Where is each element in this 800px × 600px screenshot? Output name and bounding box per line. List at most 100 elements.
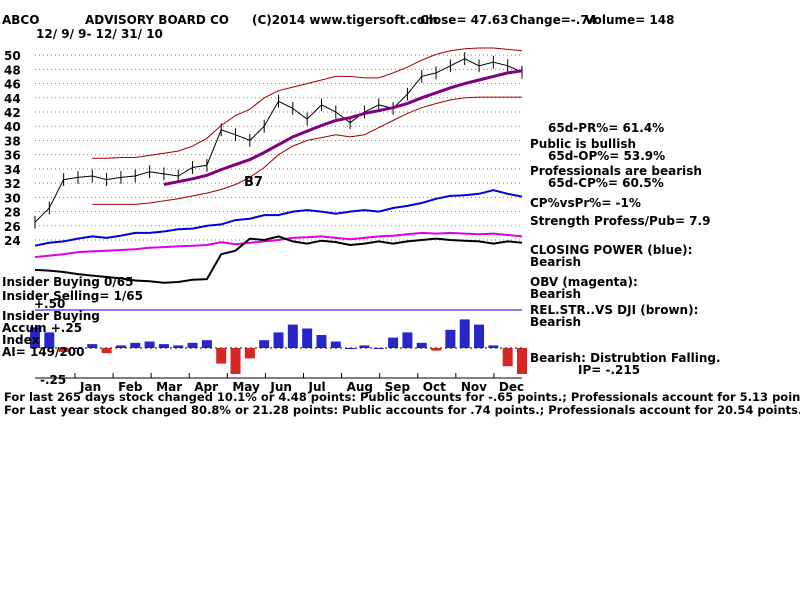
footer-line-1: For last 265 days stock changed 10.1% or… bbox=[4, 390, 800, 404]
accum-bar-positive bbox=[459, 319, 470, 348]
y-tick-label: 30 bbox=[4, 191, 21, 205]
y-tick-label: 42 bbox=[4, 106, 21, 120]
y-tick-label: 28 bbox=[4, 206, 21, 220]
accum-bar-negative bbox=[244, 348, 255, 359]
accum-bar-positive bbox=[158, 344, 169, 348]
accum-bar-positive bbox=[259, 340, 270, 348]
index-label: Index bbox=[2, 333, 40, 347]
obv-state: Bearish bbox=[530, 287, 582, 301]
price-bars bbox=[34, 52, 523, 229]
insider-buying-2: Insider Buying bbox=[2, 309, 100, 323]
volume-value: Volume= 148 bbox=[585, 13, 675, 27]
b7-signal-label: B7 bbox=[244, 175, 263, 190]
month-label: Feb bbox=[118, 380, 143, 394]
obv-label: OBV (magenta): bbox=[530, 275, 638, 289]
y-tick-label: 38 bbox=[4, 134, 21, 148]
accum-bar-positive bbox=[44, 332, 55, 348]
accum-bar-positive bbox=[445, 329, 456, 348]
strength-label: Strength Profess/Pub= 7.9 bbox=[530, 214, 711, 228]
accum-bar-positive bbox=[330, 341, 341, 348]
minus25-label: -.25 bbox=[40, 373, 67, 387]
accum-bar-negative bbox=[58, 348, 69, 352]
date-range: 12/ 9/ 9- 12/ 31/ 10 bbox=[36, 27, 163, 41]
accum-bar-negative bbox=[517, 348, 527, 374]
y-tick-label: 32 bbox=[4, 177, 21, 191]
y-tick-label: 50 bbox=[4, 49, 21, 63]
relstr-line bbox=[34, 235, 523, 284]
lower-band bbox=[92, 96, 522, 205]
month-label: Jul bbox=[308, 380, 326, 394]
accum-bar-negative bbox=[502, 348, 513, 367]
accum-bar-positive bbox=[30, 327, 40, 348]
price-bands bbox=[92, 47, 523, 205]
y-tick-label: 44 bbox=[4, 92, 21, 106]
accum-label: Accum +.25 bbox=[2, 321, 83, 335]
footer-line-2: For Last year stock changed 80.8% or 21.… bbox=[4, 403, 800, 417]
op-label: 65d-OP%= 53.9% bbox=[548, 149, 666, 163]
accumulation-histogram bbox=[30, 319, 527, 374]
obv-line bbox=[34, 231, 523, 259]
accum-bar-negative bbox=[216, 348, 227, 364]
closing-power-label: CLOSING POWER (blue): bbox=[530, 243, 693, 257]
month-label: Dec bbox=[499, 380, 524, 394]
month-label: Mar bbox=[156, 380, 182, 394]
company-name: ADVISORY BOARD CO bbox=[85, 13, 229, 27]
accum-bar-positive bbox=[373, 348, 384, 349]
accum-bar-negative bbox=[431, 348, 442, 351]
y-tick-label: 26 bbox=[4, 220, 21, 234]
y-tick-label: 36 bbox=[4, 149, 21, 163]
y-tick-label: 48 bbox=[4, 63, 21, 77]
accum-bar-positive bbox=[302, 328, 313, 348]
professionals-label: Professionals are bearish bbox=[530, 164, 702, 178]
pr-label: 65d-PR%= 61.4% bbox=[548, 121, 665, 135]
accum-bar-positive bbox=[474, 324, 485, 348]
month-label: May bbox=[232, 380, 260, 394]
accum-bar-positive bbox=[87, 344, 98, 348]
accum-bar-positive bbox=[72, 348, 83, 349]
accum-bar-positive bbox=[359, 345, 370, 348]
price-line bbox=[34, 58, 523, 223]
accum-bar-positive bbox=[287, 324, 298, 348]
insider-buying: Insider Buying 0/65 bbox=[2, 275, 134, 289]
public-label: Public is bullish bbox=[530, 137, 637, 151]
month-label: Apr bbox=[194, 380, 218, 394]
upper-band bbox=[92, 47, 523, 159]
indicator-lines bbox=[34, 189, 523, 284]
accum-bar-positive bbox=[201, 340, 212, 348]
accum-bar-positive bbox=[488, 345, 499, 348]
accum-bar-positive bbox=[388, 337, 399, 348]
accum-bar-negative bbox=[230, 348, 241, 374]
closing-power-state: Bearish bbox=[530, 255, 582, 269]
month-label: Aug bbox=[347, 380, 373, 394]
ip-label: IP= -.215 bbox=[578, 363, 641, 377]
y-tick-label: 46 bbox=[4, 78, 21, 92]
accum-bar-positive bbox=[416, 342, 427, 348]
ai-label: AI= 149/200 bbox=[2, 345, 85, 359]
relstr-state: Bearish bbox=[530, 315, 582, 329]
y-tick-label: 24 bbox=[4, 234, 21, 248]
plus50-label: +.50 bbox=[34, 297, 66, 311]
closing-power-line bbox=[34, 189, 523, 247]
cpvspr-label: CP%vsPr%= -1% bbox=[530, 196, 641, 210]
month-label: Sep bbox=[385, 380, 411, 394]
accum-bar-positive bbox=[144, 341, 155, 348]
month-label: Jan bbox=[79, 380, 101, 394]
accum-bar-positive bbox=[173, 345, 184, 348]
month-label: Nov bbox=[461, 380, 487, 394]
accum-bar-positive bbox=[187, 342, 198, 348]
month-axis: Jan Feb Mar Apr May Jun Jul Aug Sep Oct Nov Dec bbox=[35, 373, 524, 394]
month-label: Oct bbox=[423, 380, 446, 394]
y-tick-label: 34 bbox=[4, 163, 21, 177]
change-value: Change=-.74 bbox=[510, 13, 598, 27]
accum-bar-positive bbox=[273, 332, 284, 348]
copyright: (C)2014 www.tigersoft.com bbox=[252, 13, 438, 27]
accum-bar-positive bbox=[316, 335, 327, 348]
accum-bar-positive bbox=[402, 332, 413, 348]
accum-bar-positive bbox=[345, 348, 356, 349]
close-value: Close= 47.63 bbox=[420, 13, 509, 27]
accum-state: Bearish: Distrubtion Falling. bbox=[530, 351, 721, 365]
accum-bar-positive bbox=[130, 342, 141, 348]
accum-bar-negative bbox=[101, 348, 112, 354]
relstr-label: REL.STR..VS DJI (brown): bbox=[530, 303, 699, 317]
